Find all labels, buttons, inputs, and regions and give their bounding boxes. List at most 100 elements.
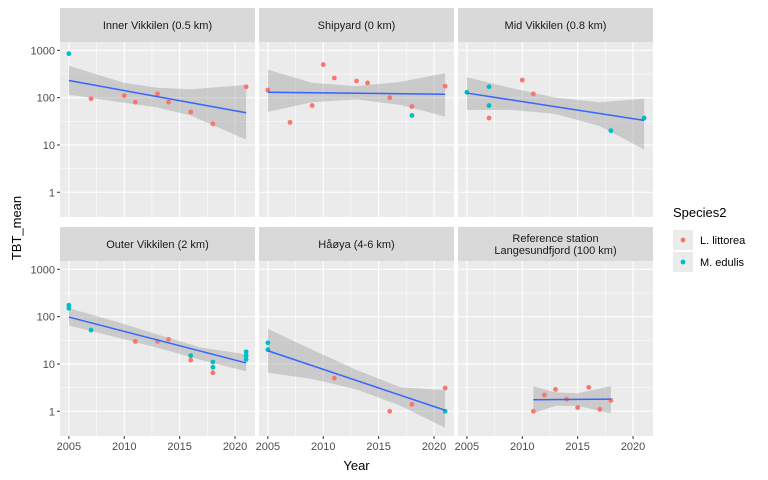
data-point [409,401,415,407]
data-point [608,128,614,134]
panel-background [60,42,255,217]
confidence-band [466,77,645,150]
data-point [155,91,160,97]
data-point [265,87,271,93]
trend-line [533,398,611,401]
data-point [210,121,216,127]
y-tick-label: 1 [49,406,55,418]
x-axis-title: Year [343,458,370,473]
data-point [354,78,359,84]
facet-title: Outer Vikkilen (2 km) [106,239,209,251]
legend-title: Species2 [673,205,726,220]
data-point [575,405,581,410]
trend-line [267,350,446,411]
data-point [243,84,249,90]
y-tick-label: 1000 [31,264,55,276]
trend-line [267,91,446,95]
panel-background [60,261,255,436]
data-point [210,370,216,376]
x-tick-label: 2010 [311,441,335,453]
x-tick-label: 2020 [621,441,645,453]
data-point [586,384,592,390]
legend-label: L. littorea [700,235,746,247]
data-point [188,353,194,359]
x-tick-label: 2015 [167,441,191,453]
data-point [66,51,72,57]
data-point [243,353,249,359]
x-tick-label: 2005 [256,441,280,453]
x-tick-label: 2015 [366,441,390,453]
data-point [442,83,448,89]
x-tick-label: 2005 [455,441,479,453]
y-tick-label: 100 [37,312,55,324]
facet-panel: Mid Vikkilen (0.8 km) [458,8,653,217]
facet-panel: Håøya (4-6 km) 2005 2010 2015 2020 [256,227,454,453]
data-point [486,103,492,108]
x-tick-label: 2010 [112,441,136,453]
data-point [387,95,393,101]
data-point [320,62,326,67]
data-point [553,386,558,392]
data-point [409,113,415,118]
data-point [88,96,94,102]
x-tick-label: 2010 [510,441,534,453]
facet-title: Mid Vikkilen (0.8 km) [505,20,607,32]
data-point [641,115,647,121]
x-tick-label: 2015 [565,441,589,453]
data-point [530,408,536,414]
facet-title: Langesundfjord (100 km) [494,245,616,257]
data-point [166,99,171,105]
facet-panel: Inner Vikkilen (0.5 km) 1 10 100 1000 [31,8,255,217]
data-point [365,80,370,86]
data-point [188,109,194,115]
data-point [243,356,249,362]
data-point [287,119,293,125]
panel-background [259,261,454,436]
x-tick-label: 2020 [223,441,247,453]
data-point [486,115,492,121]
facet-strip [259,227,454,261]
data-point [132,99,138,105]
facet-title: Håøya (4-6 km) [318,239,394,251]
data-point [486,84,492,90]
facet-strip [259,8,454,42]
data-point [265,340,271,346]
data-point [442,385,448,391]
facet-panel: Shipyard (0 km) [259,8,454,217]
data-point [387,408,393,414]
facet-strip [60,8,255,42]
x-tick-label: 2005 [57,441,81,453]
data-point [519,77,525,83]
legend-label: M. edulis [700,257,745,269]
data-point [188,357,194,363]
facet-strip [458,227,653,261]
y-tick-label: 100 [37,93,55,105]
facet-title: Shipyard (0 km) [318,20,396,32]
confidence-band [68,65,247,140]
trend-line [68,79,247,114]
data-point [66,305,72,311]
y-tick-label: 10 [43,140,55,152]
trend-line [466,92,645,122]
y-tick-label: 1 [49,187,55,199]
confidence-band [267,328,446,428]
trend-line [68,316,247,364]
data-point [166,337,171,342]
facet-panel: Outer Vikkilen (2 km) 1 10 100 1000 2005 2010 2… [31,227,255,453]
data-point [542,392,547,398]
y-axis-title: TBT_mean [9,196,24,260]
x-tick-label: 2020 [422,441,446,453]
legend: Species2 L. littorea M. edulis [673,205,746,272]
data-point [210,359,216,365]
data-point [243,349,249,355]
facet-title: Inner Vikkilen (0.5 km) [103,20,212,32]
y-tick-label: 1000 [31,45,55,57]
data-point [409,104,415,109]
data-point [309,103,315,108]
facet-title: Reference station [512,233,598,245]
data-point [597,406,603,412]
panel-background [458,261,653,436]
data-point [132,338,138,344]
